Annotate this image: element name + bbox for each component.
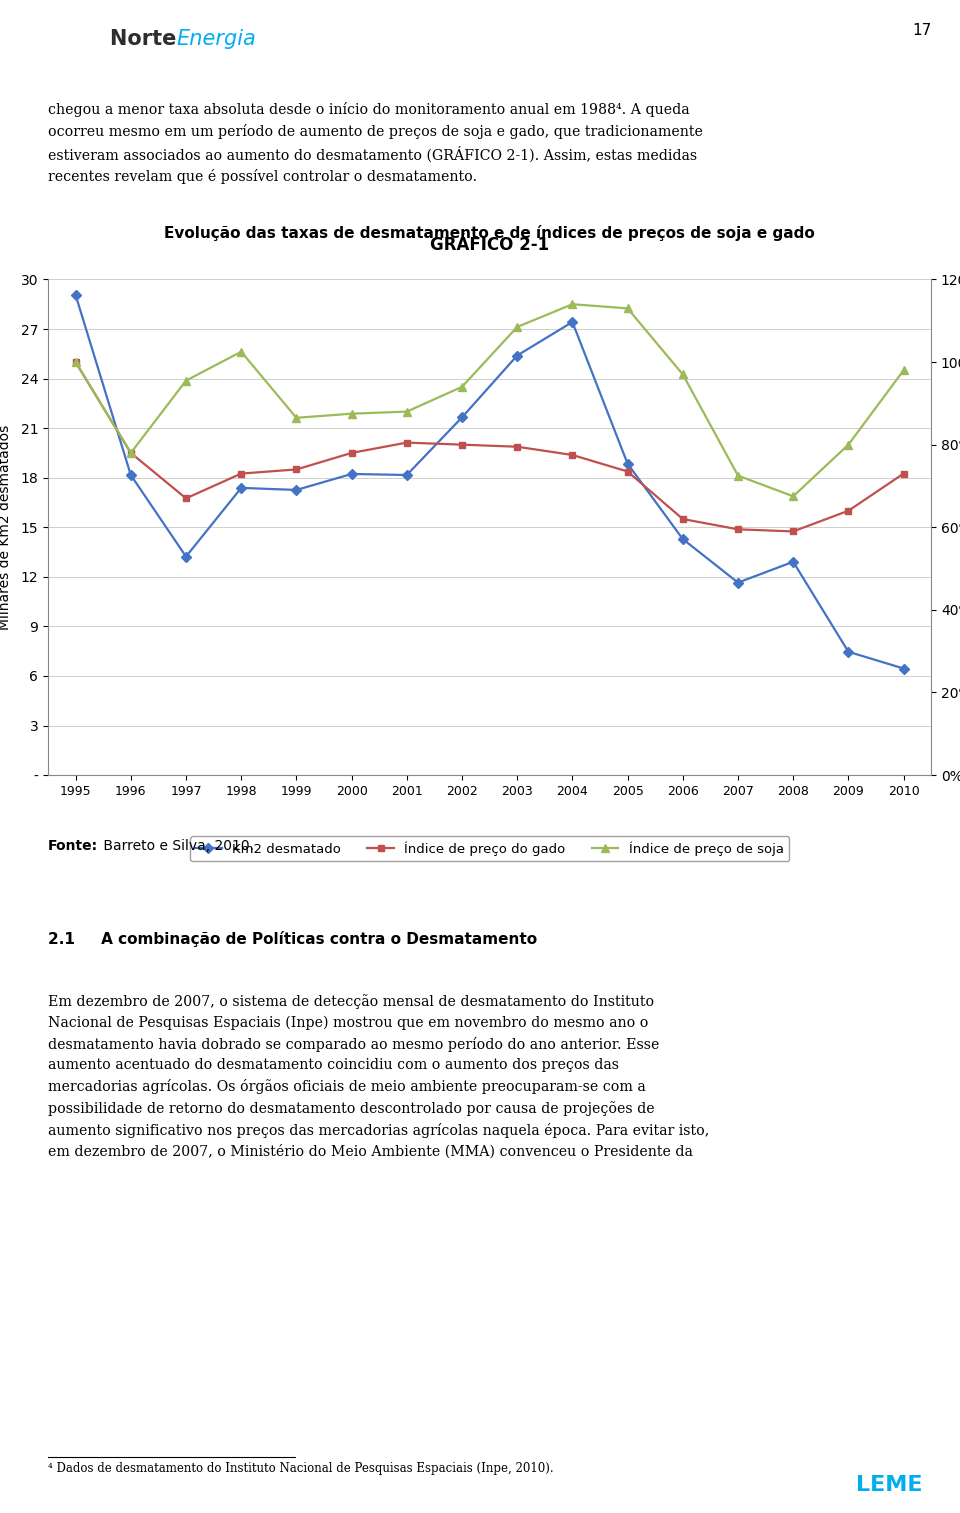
Text: Barreto e Silva, 2010.: Barreto e Silva, 2010. xyxy=(99,838,254,852)
Title: Evolução das taxas de desmatamento e de índices de preços de soja e gado: Evolução das taxas de desmatamento e de … xyxy=(164,225,815,241)
Text: 17: 17 xyxy=(912,23,931,38)
Text: Em dezembro de 2007, o sistema de detecção mensal de desmatamento do Instituto
N: Em dezembro de 2007, o sistema de detecç… xyxy=(48,994,709,1159)
Y-axis label: Milhares de Km2 desmatados: Milhares de Km2 desmatados xyxy=(0,425,12,629)
Text: Norte: Norte xyxy=(109,29,183,48)
Text: 2.1     A combinação de Políticas contra o Desmatamento: 2.1 A combinação de Políticas contra o D… xyxy=(48,930,538,947)
Text: Fonte:: Fonte: xyxy=(48,838,98,852)
Text: ⁴ Dados de desmatamento do Instituto Nacional de Pesquisas Espaciais (Inpe, 2010: ⁴ Dados de desmatamento do Instituto Nac… xyxy=(48,1463,554,1475)
Legend: Km2 desmatado, Índice de preço do gado, Índice de preço de soja: Km2 desmatado, Índice de preço do gado, … xyxy=(190,837,789,861)
Text: LEME: LEME xyxy=(856,1475,923,1495)
Text: Energia: Energia xyxy=(176,29,255,48)
Text: chegou a menor taxa absoluta desde o início do monitoramento anual em 1988⁴. A q: chegou a menor taxa absoluta desde o iní… xyxy=(48,101,703,185)
Text: GRÁFICO 2-1: GRÁFICO 2-1 xyxy=(430,236,549,254)
